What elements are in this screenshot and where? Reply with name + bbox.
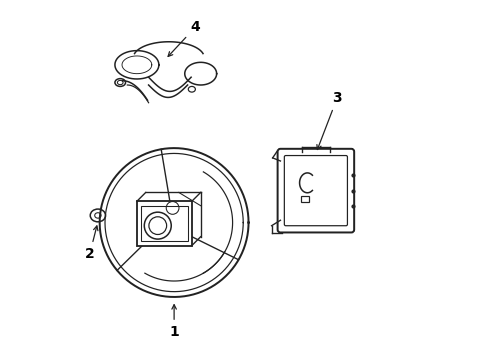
Bar [137,201,192,246]
FancyBboxPatch shape [278,149,354,233]
Bar [301,196,309,202]
Bar [141,206,188,241]
Text: 2: 2 [85,226,98,261]
Text: 1: 1 [169,305,179,339]
FancyBboxPatch shape [284,156,347,226]
Text: 4: 4 [168,20,200,57]
Text: 3: 3 [317,91,342,149]
